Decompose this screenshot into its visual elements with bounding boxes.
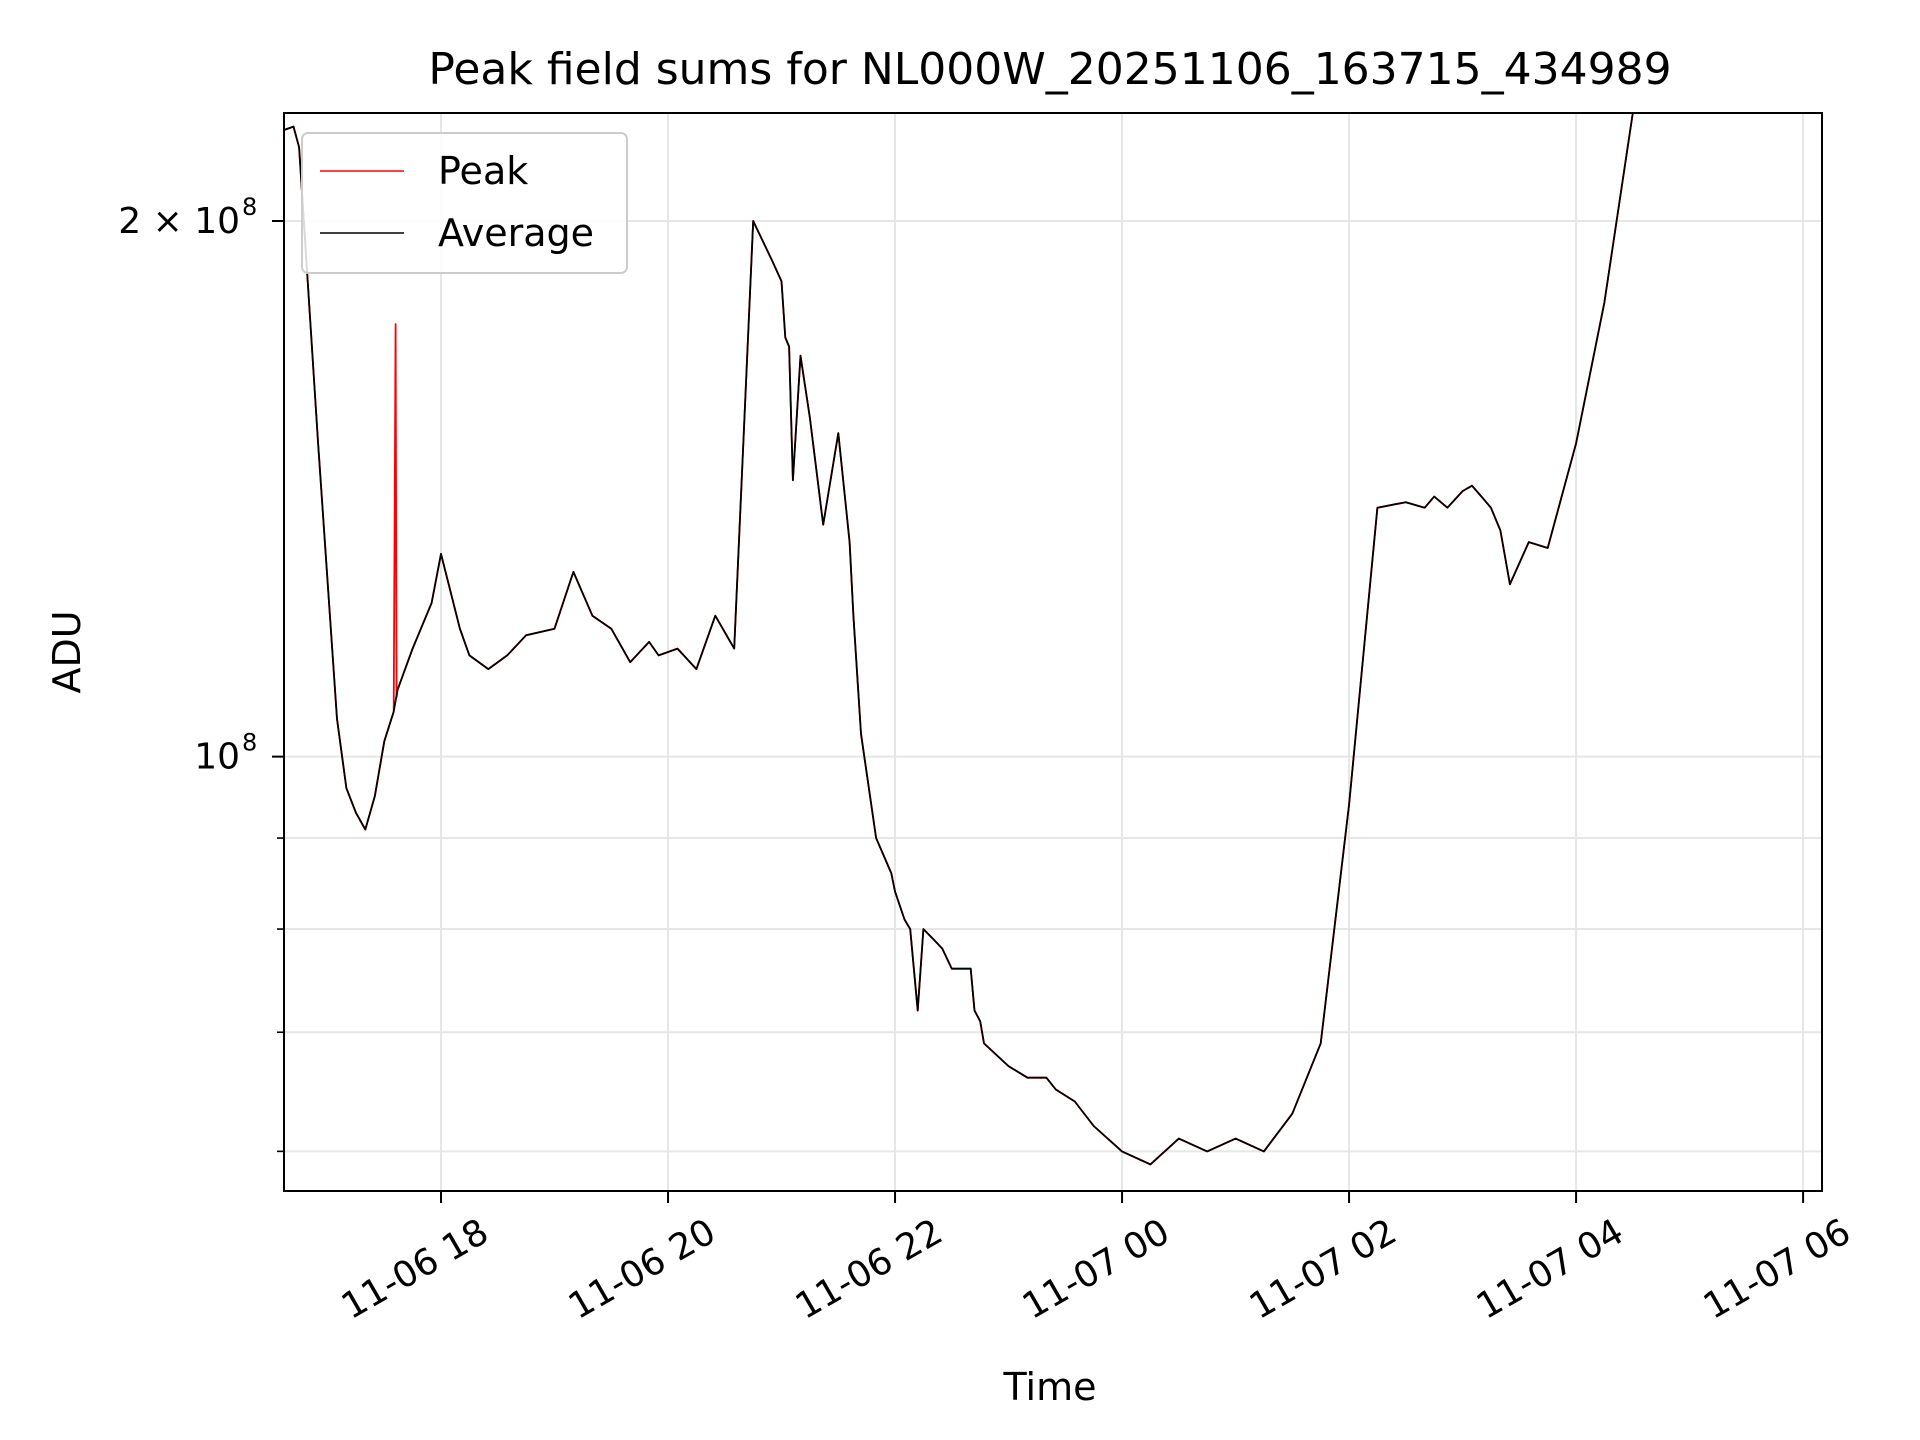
legend: Peak Average: [301, 132, 628, 274]
y-tick-label: 10: [194, 737, 240, 778]
grid: [284, 113, 1822, 1191]
y-tick-label: 2 × 10: [118, 201, 240, 242]
legend-box: [301, 132, 628, 274]
y-axis-label: ADU: [45, 610, 89, 693]
y-tick-label-exponent: 8: [242, 193, 257, 221]
x-axis-label: Time: [1003, 1365, 1097, 1409]
chart-title: Peak field sums for NL000W_20251106_1637…: [428, 44, 1671, 95]
legend-label-average: Average: [438, 211, 594, 255]
y-tick-label-exponent: 8: [242, 729, 257, 757]
series-layer: [284, 113, 1800, 1166]
plot-frame: [283, 112, 1823, 1192]
legend-label-peak: Peak: [438, 149, 528, 193]
series-line-average: [284, 113, 1800, 1166]
